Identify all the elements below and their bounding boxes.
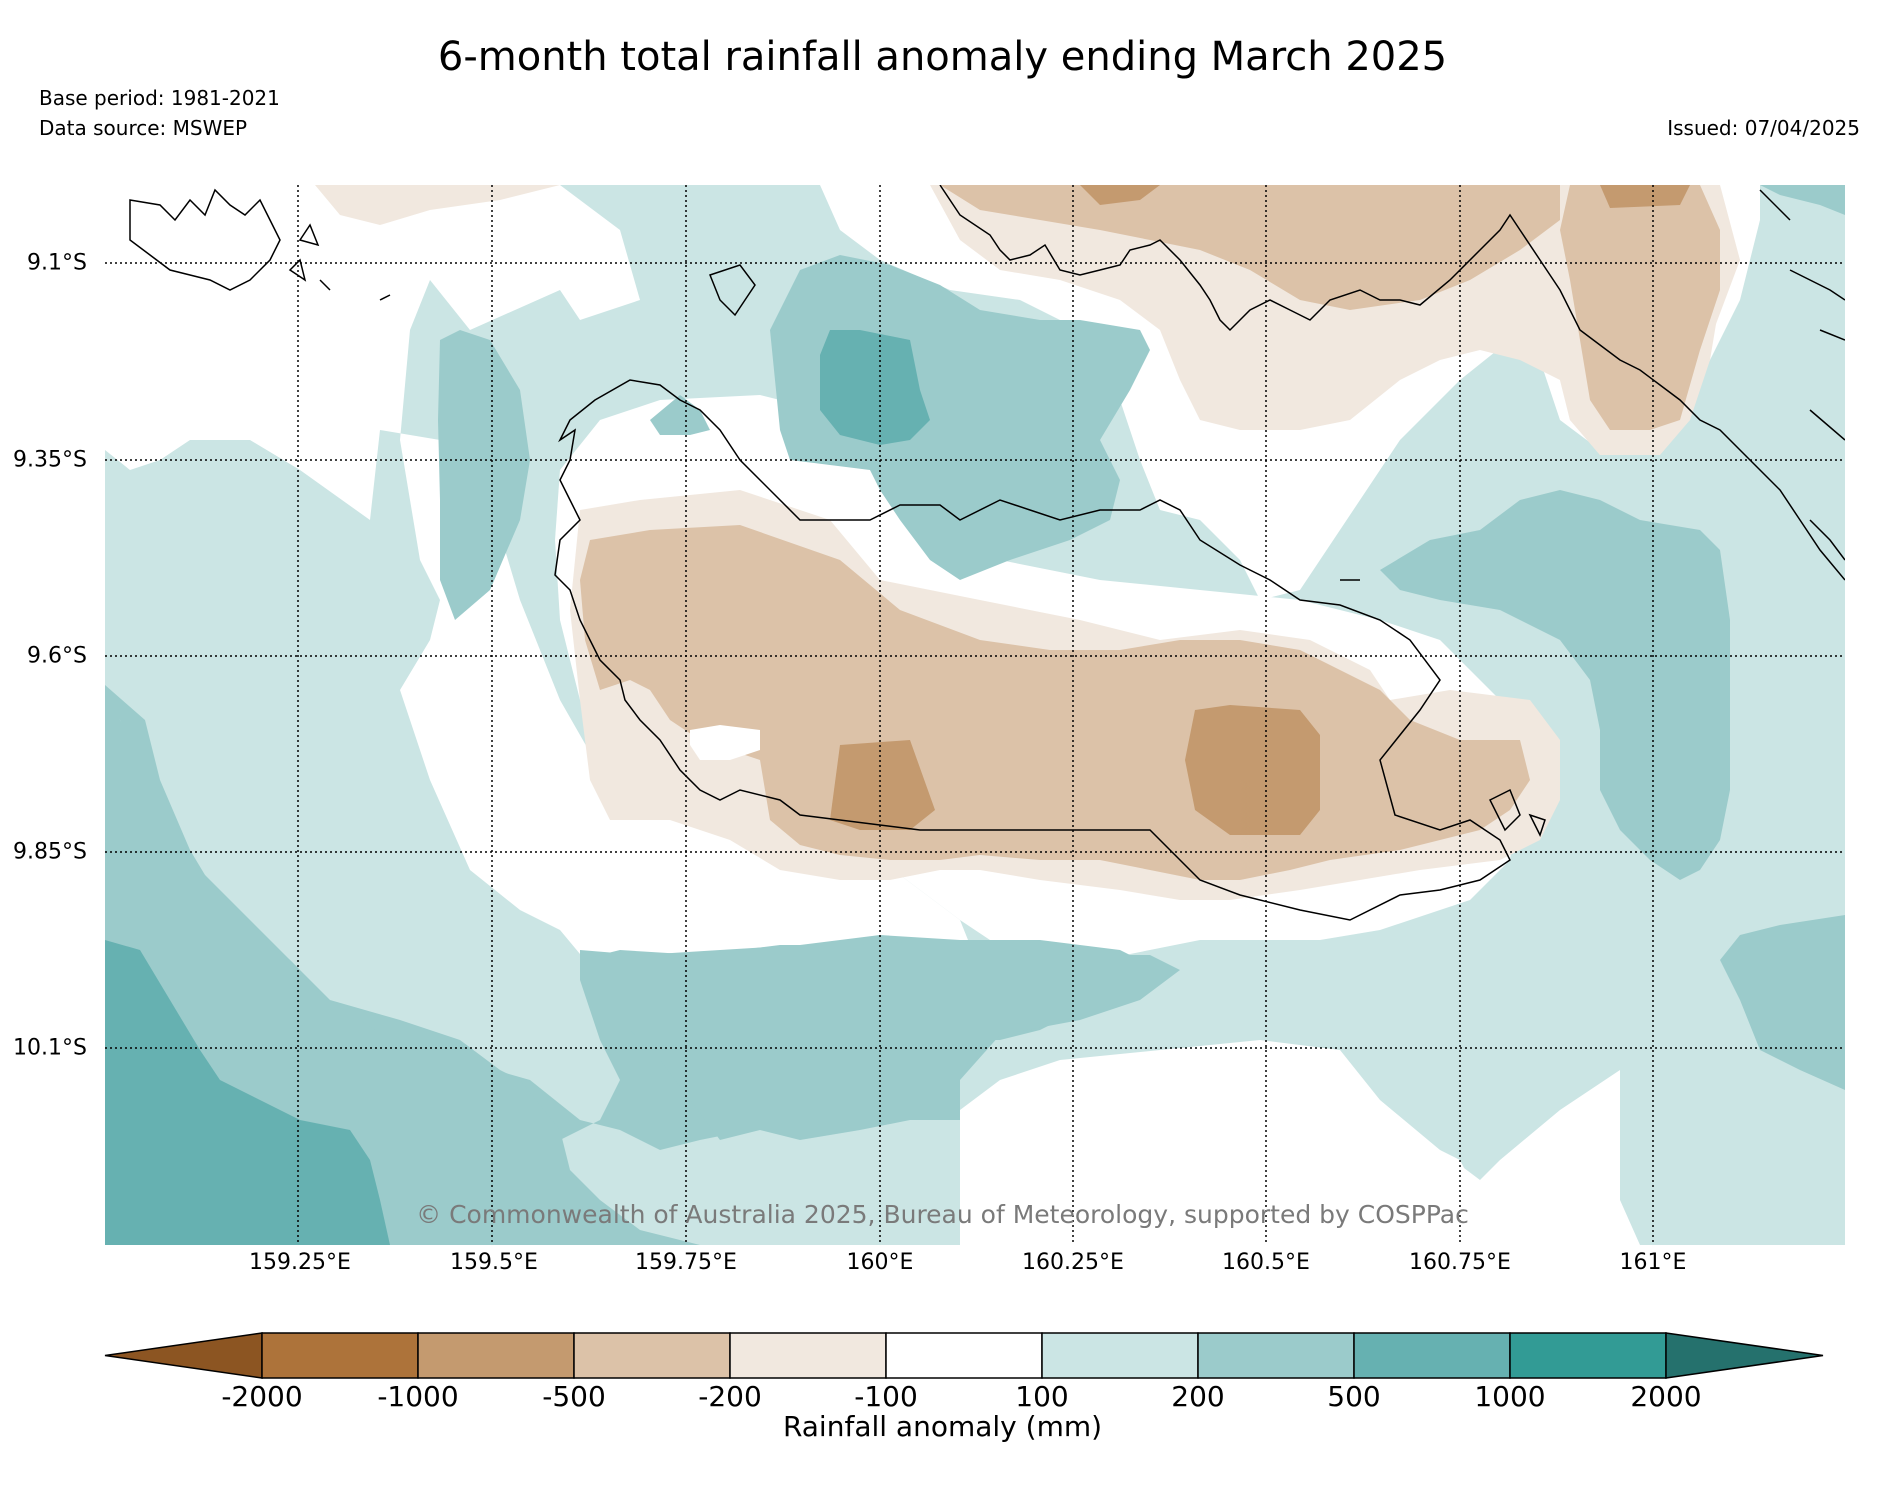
lon-label: 161°E <box>1619 1250 1687 1275</box>
coastline-ne-1 <box>1759 189 1791 221</box>
lon-label: 160.5°E <box>1222 1250 1310 1275</box>
colorbar-segment <box>417 1332 575 1379</box>
lon-label: 159.25°E <box>249 1250 351 1275</box>
colorbar-segment <box>573 1332 731 1379</box>
issued-date: Issued: 07/04/2025 <box>1667 116 1860 140</box>
contour-200-500-east <box>1380 490 1730 880</box>
contour-neg500-neg1000-north <box>1080 185 1160 205</box>
lat-label: 9.85°S <box>13 839 87 865</box>
colorbar-tick-label: 2000 <box>1630 1380 1702 1413</box>
contour-500-1000-north <box>820 330 930 445</box>
colorbar-segment <box>1197 1332 1355 1379</box>
coastline-se-islet-2 <box>1528 813 1546 837</box>
contour-200-500-northwest-blob <box>650 395 710 435</box>
coastline-ne-3 <box>1819 329 1845 341</box>
colorbar-tick-label: -100 <box>854 1380 918 1413</box>
colorbar-tick-label: -2000 <box>221 1380 303 1413</box>
lon-label: 159.5°E <box>450 1250 538 1275</box>
colorbar <box>104 1332 1824 1379</box>
contour-near-zero-se-3 <box>1245 1140 1490 1245</box>
coastline-guadalcanal <box>554 379 1511 921</box>
lon-label: 160°E <box>846 1250 914 1275</box>
anomaly-contours <box>105 185 1845 1245</box>
contour-200-500-southeast <box>1720 915 1845 1090</box>
coastlines <box>129 185 1845 921</box>
coastline-islet-1 <box>298 223 320 247</box>
colorbar-extend-high <box>1665 1332 1824 1379</box>
metadata-left: Base period: 1981-2021 Data source: MSWE… <box>39 83 280 143</box>
contour-neg200-neg500-ne <box>1560 185 1720 430</box>
contour-500-1000-southwest <box>105 940 390 1245</box>
data-source: Data source: MSWEP <box>39 116 248 140</box>
colorbar-segment <box>1353 1332 1511 1379</box>
coastline-islet-4 <box>379 294 391 301</box>
base-period: Base period: 1981-2021 <box>39 86 280 110</box>
copyright-notice: © Commonwealth of Australia 2025, Bureau… <box>416 1200 1469 1229</box>
contour-neg100-neg200-nw <box>315 185 560 225</box>
coastline-russell-islands <box>129 188 281 291</box>
colorbar-tick-label: -500 <box>542 1380 606 1413</box>
coastline-nggela <box>939 185 1845 581</box>
colorbar-tick-label: 200 <box>1171 1380 1225 1413</box>
coastline-ne-5 <box>1809 519 1845 561</box>
coastline-ne-4 <box>1809 409 1845 441</box>
contour-neg500-neg1000-east <box>1185 705 1320 835</box>
coastline-savo <box>709 264 756 317</box>
lat-label: 9.1°S <box>27 250 87 276</box>
coastline-ne-2 <box>1789 269 1845 301</box>
gridlines <box>105 185 1845 1245</box>
contour-near-zero-southeast-2 <box>1450 1070 1640 1245</box>
colorbar-tick-label: 500 <box>1327 1380 1381 1413</box>
lon-label: 159.75°E <box>635 1250 737 1275</box>
lat-label: 10.1°S <box>13 1035 87 1061</box>
contour-near-zero-west <box>105 185 980 1020</box>
lon-label: 160.25°E <box>1022 1250 1124 1275</box>
contour-near-zero-pocket <box>690 725 760 760</box>
contour-200-500-west-strip <box>438 330 530 620</box>
colorbar-segment <box>1041 1332 1199 1379</box>
colorbar-segment <box>261 1332 419 1379</box>
coastline-islet-3 <box>319 279 331 291</box>
lat-label: 9.35°S <box>13 447 87 473</box>
contour-neg200-neg500-north <box>940 185 1560 310</box>
coastline-se-islet <box>1488 788 1521 832</box>
colorbar-segment <box>729 1332 887 1379</box>
lon-label: 160.75°E <box>1409 1250 1511 1275</box>
contour-neg500-neg1000-west <box>830 740 935 830</box>
contour-neg500-neg1000-north-2 <box>1600 185 1690 208</box>
colorbar-segment <box>1509 1332 1667 1379</box>
colorbar-tick-label: -1000 <box>377 1380 459 1413</box>
colorbar-tick-label: 1000 <box>1474 1380 1546 1413</box>
colorbar-extend-low <box>104 1332 263 1379</box>
colorbar-title: Rainfall anomaly (mm) <box>782 1410 1103 1443</box>
contour-200-500-ne-corner <box>1760 185 1845 215</box>
map-title: 6-month total rainfall anomaly ending Ma… <box>437 34 1448 80</box>
colorbar-tick-label: -200 <box>698 1380 762 1413</box>
colorbar-segment <box>885 1332 1043 1379</box>
lat-label: 9.6°S <box>27 643 87 669</box>
colorbar-tick-label: 100 <box>1015 1380 1069 1413</box>
